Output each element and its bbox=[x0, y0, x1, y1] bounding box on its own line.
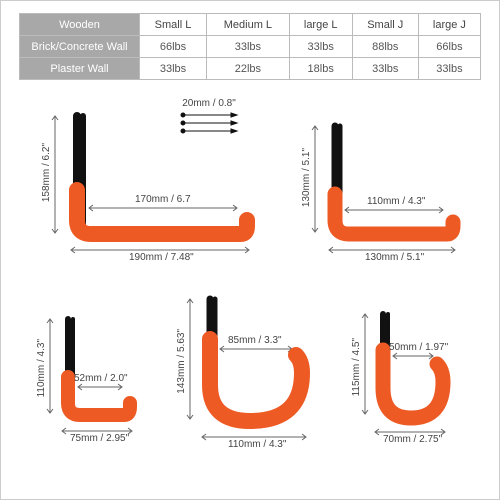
large-j-inner-label: 85mm / 3.3" bbox=[228, 335, 282, 346]
small-l-height-label: 110mm / 4.3" bbox=[36, 339, 47, 397]
cell: 33lbs bbox=[140, 58, 207, 80]
cell: 33lbs bbox=[207, 36, 290, 58]
hook-large-l: 158mm / 6.2" 170mm / 6.7 190mm / 7.48" bbox=[49, 108, 259, 258]
diagram-area: 20mm / 0.8" bbox=[19, 98, 481, 478]
rowhead-wooden: Wooden bbox=[20, 14, 140, 36]
hook-small-l: 110mm / 4.3" 52mm / 2.0" 75mm / 2.95" bbox=[44, 313, 154, 443]
large-j-width-label: 110mm / 4.3" bbox=[228, 439, 286, 450]
small-l-width-label: 75mm / 2.95" bbox=[70, 433, 129, 444]
col-large-j: large J bbox=[418, 14, 480, 36]
small-j-height-label: 115mm / 4.5" bbox=[351, 338, 362, 396]
small-l-inner-label: 52mm / 2.0" bbox=[74, 373, 128, 384]
rowhead-brick: Brick/Concrete Wall bbox=[20, 36, 140, 58]
medium-l-width-label: 130mm / 5.1" bbox=[365, 252, 424, 263]
col-large-l: large L bbox=[289, 14, 352, 36]
cell: 66lbs bbox=[140, 36, 207, 58]
cell: 22lbs bbox=[207, 58, 290, 80]
cell: 88lbs bbox=[352, 36, 418, 58]
hook-small-j-svg bbox=[359, 308, 469, 443]
large-l-width-label: 190mm / 7.48" bbox=[129, 252, 194, 263]
cell: 66lbs bbox=[418, 36, 480, 58]
hook-medium-l: 130mm / 5.1" 110mm / 4.3" 130mm / 5.1" bbox=[309, 120, 469, 260]
small-j-width-label: 70mm / 2.75" bbox=[383, 434, 442, 445]
medium-l-height-label: 130mm / 5.1" bbox=[301, 148, 312, 207]
col-small-j: Small J bbox=[352, 14, 418, 36]
hook-small-j: 115mm / 4.5" 50mm / 1.97" 70mm / 2.75" bbox=[359, 308, 469, 443]
cell: 33lbs bbox=[418, 58, 480, 80]
rowhead-plaster: Plaster Wall bbox=[20, 58, 140, 80]
hook-medium-l-svg bbox=[309, 120, 469, 260]
capacity-table: Wooden Small L Medium L large L Small J … bbox=[19, 13, 481, 80]
large-l-inner-label: 170mm / 6.7 bbox=[135, 194, 191, 205]
hook-large-j: 143mm / 5.63" 85mm / 3.3" 110mm / 4.3" bbox=[184, 293, 324, 448]
cell: 18lbs bbox=[289, 58, 352, 80]
col-small-l: Small L bbox=[140, 14, 207, 36]
small-j-inner-label: 50mm / 1.97" bbox=[389, 342, 448, 353]
col-medium-l: Medium L bbox=[207, 14, 290, 36]
cell: 33lbs bbox=[289, 36, 352, 58]
cell: 33lbs bbox=[352, 58, 418, 80]
hook-large-l-svg bbox=[49, 108, 259, 258]
large-l-height-label: 158mm / 6.2" bbox=[41, 143, 52, 202]
medium-l-inner-label: 110mm / 4.3" bbox=[367, 196, 425, 207]
large-j-height-label: 143mm / 5.63" bbox=[176, 329, 187, 394]
hook-large-j-svg bbox=[184, 293, 324, 448]
